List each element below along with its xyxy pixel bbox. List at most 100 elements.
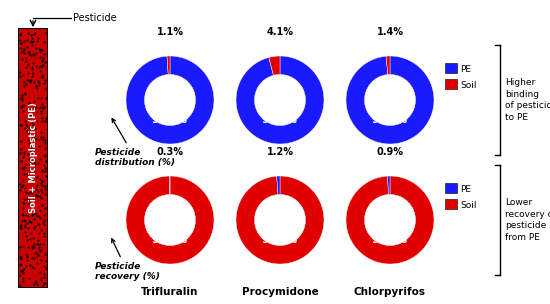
Point: [18, 57, 26, 61]
Point: [35, 241, 44, 246]
Point: [23, 201, 32, 206]
Point: [16, 122, 25, 127]
Point: [37, 129, 46, 134]
Point: [21, 264, 30, 269]
Point: [29, 187, 38, 192]
Point: [18, 73, 27, 78]
Point: [41, 186, 50, 191]
Point: [28, 213, 36, 218]
Point: [16, 96, 25, 101]
Point: [26, 160, 35, 164]
Point: [23, 197, 31, 202]
Point: [37, 195, 46, 200]
Point: [38, 189, 47, 194]
Point: [36, 108, 45, 113]
Text: 1.2%: 1.2%: [267, 147, 294, 157]
Point: [25, 275, 34, 280]
Point: [41, 140, 50, 144]
Point: [25, 116, 34, 121]
Point: [16, 33, 25, 38]
Point: [21, 122, 30, 127]
Point: [34, 242, 42, 247]
Point: [35, 83, 44, 88]
Point: [24, 50, 33, 54]
Point: [18, 97, 26, 102]
Point: [36, 105, 45, 109]
Point: [19, 197, 28, 202]
Point: [16, 226, 25, 230]
Point: [35, 208, 44, 213]
Point: [36, 177, 45, 181]
Text: Pesticide
distribution (%): Pesticide distribution (%): [95, 119, 175, 168]
Text: PE: PE: [460, 64, 471, 74]
Point: [24, 50, 32, 55]
Point: [29, 244, 38, 249]
Point: [20, 84, 29, 88]
Point: [39, 136, 47, 141]
Point: [35, 81, 43, 86]
Wedge shape: [236, 56, 324, 144]
Point: [37, 58, 46, 63]
Point: [39, 55, 47, 60]
Point: [41, 96, 50, 101]
Point: [30, 255, 38, 260]
Point: [35, 221, 44, 226]
Point: [19, 271, 28, 275]
Point: [30, 210, 38, 215]
Point: [16, 45, 25, 50]
Point: [41, 251, 50, 256]
Point: [19, 150, 28, 155]
Point: [40, 275, 48, 280]
Point: [23, 172, 32, 177]
Text: 1.1%: 1.1%: [157, 27, 184, 37]
Point: [35, 247, 43, 251]
Point: [36, 49, 45, 54]
Point: [15, 273, 24, 278]
Point: [33, 260, 42, 265]
Point: [35, 55, 44, 60]
Point: [35, 46, 44, 51]
Point: [30, 161, 39, 166]
Point: [29, 164, 38, 169]
Point: [24, 152, 33, 157]
Point: [18, 109, 27, 114]
Text: Higher
binding
of pesticide
to PE: Higher binding of pesticide to PE: [505, 78, 550, 122]
Point: [19, 178, 28, 183]
Point: [31, 250, 40, 255]
Point: [23, 254, 31, 259]
Point: [30, 282, 38, 287]
Point: [31, 211, 40, 216]
Point: [21, 234, 30, 239]
Point: [20, 225, 29, 230]
Point: [16, 263, 25, 268]
Point: [37, 178, 46, 183]
Text: Soil: Soil: [460, 81, 476, 89]
Point: [26, 53, 35, 58]
Point: [26, 77, 35, 82]
Point: [33, 253, 42, 258]
Point: [19, 267, 28, 272]
Point: [27, 129, 36, 134]
Point: [41, 138, 50, 143]
Point: [24, 30, 32, 35]
Point: [37, 228, 46, 233]
Point: [18, 267, 26, 272]
Wedge shape: [346, 176, 434, 264]
Point: [41, 118, 50, 123]
Point: [21, 119, 30, 124]
Point: [29, 52, 38, 57]
Point: [16, 261, 25, 266]
Point: [23, 237, 31, 242]
Point: [19, 218, 28, 223]
Point: [18, 184, 26, 188]
Point: [19, 182, 28, 187]
Point: [25, 126, 34, 130]
Point: [20, 185, 29, 190]
Point: [23, 37, 32, 42]
Point: [41, 168, 50, 173]
Point: [20, 230, 29, 235]
Point: [24, 131, 33, 136]
Point: [35, 230, 43, 235]
Point: [16, 74, 25, 79]
Point: [23, 220, 32, 225]
